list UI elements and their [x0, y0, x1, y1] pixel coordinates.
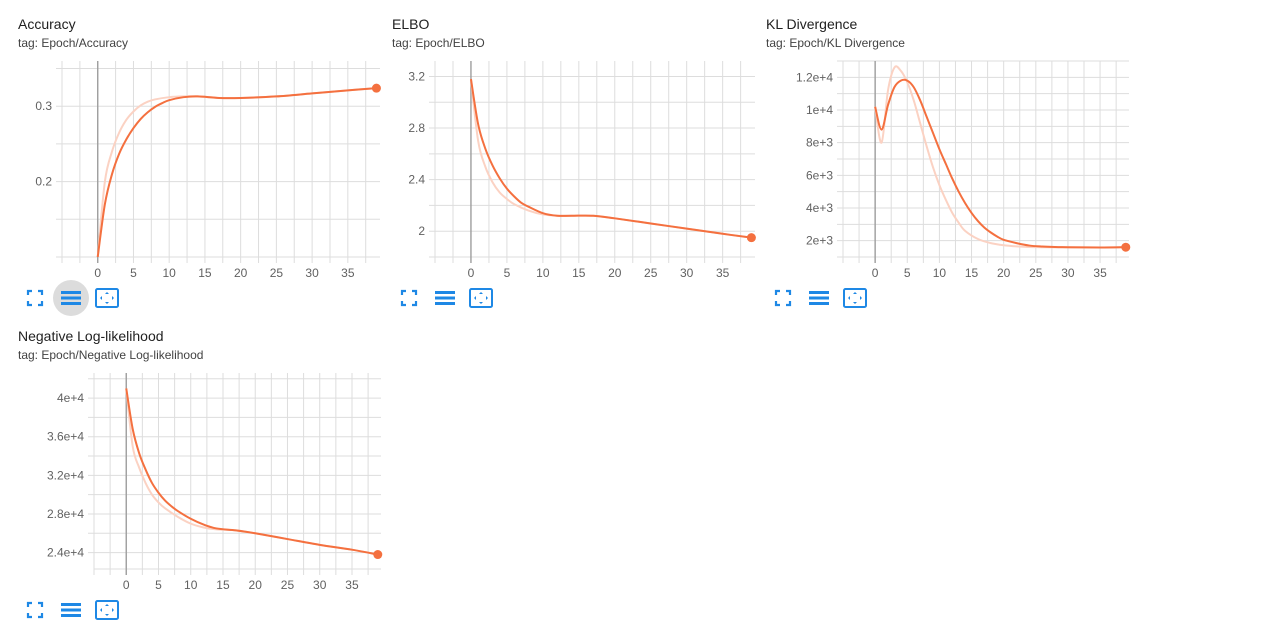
chart-toolbar [17, 592, 125, 628]
fit-domain-icon [843, 288, 867, 308]
log-scale-button[interactable] [53, 592, 89, 628]
fit-domain-button[interactable] [89, 592, 125, 628]
fullscreen-button[interactable] [765, 280, 801, 316]
fit-domain-button[interactable] [837, 280, 873, 316]
fit-domain-icon [95, 288, 119, 308]
fit-domain-icon [469, 288, 493, 308]
fullscreen-icon [400, 289, 418, 307]
chart-card-negative-log-likelihood: Negative Log-likelihood tag: Epoch/Negat… [18, 312, 388, 612]
fit-domain-icon [95, 600, 119, 620]
chart-card-accuracy: Accuracy tag: Epoch/Accuracy [18, 0, 388, 300]
fullscreen-icon [26, 601, 44, 619]
card-title: KL Divergence [766, 16, 858, 32]
fullscreen-button[interactable] [17, 280, 53, 316]
fit-domain-button[interactable] [463, 280, 499, 316]
chart-card-elbo: ELBO tag: Epoch/ELBO [392, 0, 762, 300]
log-scale-button[interactable] [801, 280, 837, 316]
card-title: Accuracy [18, 16, 76, 32]
chart-toolbar [17, 280, 125, 316]
log-scale-icon [435, 291, 455, 305]
card-tag: tag: Epoch/ELBO [392, 36, 485, 50]
log-scale-button[interactable] [427, 280, 463, 316]
card-title: Negative Log-likelihood [18, 328, 164, 344]
fit-domain-button[interactable] [89, 280, 125, 316]
card-title: ELBO [392, 16, 430, 32]
card-tag: tag: Epoch/KL Divergence [766, 36, 905, 50]
chart-toolbar [391, 280, 499, 316]
log-scale-icon [61, 603, 81, 617]
card-tag: tag: Epoch/Accuracy [18, 36, 129, 50]
fullscreen-button[interactable] [391, 280, 427, 316]
log-scale-icon [809, 291, 829, 305]
log-scale-button[interactable] [53, 280, 89, 316]
chart-card-kl-divergence: KL Divergence tag: Epoch/KL Divergence [766, 0, 1136, 300]
fullscreen-icon [774, 289, 792, 307]
fullscreen-icon [26, 289, 44, 307]
chart-toolbar [765, 280, 873, 316]
fullscreen-button[interactable] [17, 592, 53, 628]
log-scale-icon [61, 291, 81, 305]
card-tag: tag: Epoch/Negative Log-likelihood [18, 348, 204, 362]
